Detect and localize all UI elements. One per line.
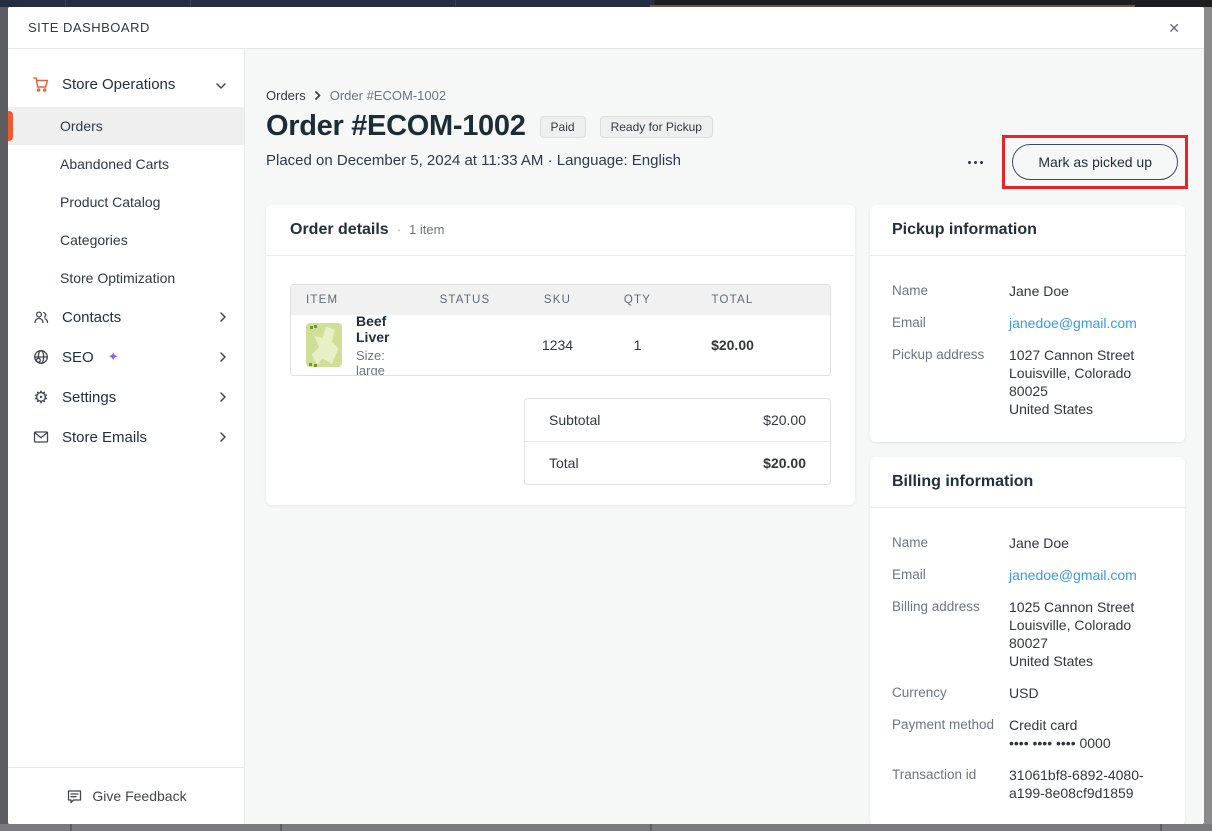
order-summary-box: Subtotal $20.00 Total $20.00 (524, 398, 831, 485)
billing-info-title: Billing information (892, 473, 1034, 490)
chevron-right-icon (220, 429, 226, 446)
info-row-currency: Currency USD (892, 685, 1039, 701)
sidebar-item-abandoned-carts[interactable]: Abandoned Carts (8, 145, 244, 183)
more-options-button[interactable] (966, 155, 985, 170)
background-right-strip (1204, 7, 1212, 831)
column-header-item: ITEM (306, 294, 339, 306)
info-row-name: Name Jane Doe (892, 535, 1069, 551)
subtotal-label: Subtotal (549, 412, 601, 428)
cell-sku: 1234 (541, 337, 574, 353)
close-icon[interactable]: ✕ (1168, 19, 1180, 36)
dashboard-modal: SITE DASHBOARD ✕ Store Operations Orders (8, 7, 1204, 824)
info-row-email: Email janedoe@gmail.com (892, 567, 1137, 583)
table-header-row: ITEM STATUS SKU QTY TOTAL (291, 285, 830, 315)
feedback-label: Give Feedback (92, 788, 187, 804)
feedback-bubble-icon (65, 787, 83, 805)
order-items-table: ITEM STATUS SKU QTY TOTAL Beef (290, 284, 831, 376)
main-content: Orders Order #ECOM-1002 Order #ECOM-1002… (245, 49, 1204, 824)
modal-title: SITE DASHBOARD (28, 20, 150, 35)
give-feedback-button[interactable]: Give Feedback (8, 767, 244, 824)
gear-icon: ⚙ (33, 387, 49, 407)
cell-total: $20.00 (711, 337, 754, 353)
order-subtitle: Placed on December 5, 2024 at 11:33 AM ·… (266, 152, 681, 169)
chevron-right-icon (220, 309, 226, 326)
total-label: Total (549, 455, 579, 471)
total-value: $20.00 (763, 455, 806, 471)
sidebar-item-label: Orders (60, 118, 103, 134)
order-details-title: Order details (290, 221, 389, 238)
sidebar-item-label: Store Optimization (60, 270, 176, 286)
background-top-strip (0, 0, 1212, 7)
email-link[interactable]: janedoe@gmail.com (1009, 315, 1137, 331)
column-header-total: TOTAL (711, 294, 754, 306)
status-badge-fulfillment: Ready for Pickup (599, 115, 713, 138)
total-row: Total $20.00 (525, 441, 830, 484)
item-count: 1 item (409, 222, 445, 237)
sidebar-item-label: Store Operations (62, 75, 176, 93)
envelope-icon (32, 428, 50, 446)
pickup-info-title: Pickup information (892, 221, 1037, 238)
sidebar-item-label: Product Catalog (60, 194, 161, 210)
page-title: Order #ECOM-1002 (266, 110, 526, 142)
subtotal-value: $20.00 (763, 412, 806, 428)
info-row-name: Name Jane Doe (892, 283, 1069, 299)
modal-header: SITE DASHBOARD ✕ (8, 7, 1204, 49)
cart-icon (32, 75, 50, 93)
sidebar-item-label: Store Emails (62, 428, 148, 446)
product-variant: Size: large (356, 347, 385, 376)
sidebar-item-label: Settings (62, 388, 117, 406)
sidebar-item-categories[interactable]: Categories (8, 221, 244, 259)
sidebar-item-settings[interactable]: ⚙ Settings (8, 377, 244, 417)
separator: · (396, 222, 402, 237)
background-left-strip (0, 7, 8, 831)
table-row: Beef Liver Size: large 1234 1 $20.00 (291, 312, 830, 376)
breadcrumb-chevron-icon (314, 88, 321, 103)
sidebar-item-orders[interactable]: Orders (8, 107, 244, 145)
sidebar-item-store-optimization[interactable]: Store Optimization (8, 259, 244, 297)
background-bottom-strip (0, 824, 1212, 831)
info-row-pickup-address: Pickup address 1027 Cannon Street Louisv… (892, 347, 1135, 417)
email-link[interactable]: janedoe@gmail.com (1009, 567, 1137, 583)
sidebar-item-store-operations[interactable]: Store Operations (8, 61, 244, 107)
product-name: Beef Liver (356, 312, 390, 345)
column-header-qty: QTY (623, 294, 652, 306)
sidebar-item-label: SEO (62, 348, 94, 366)
subtotal-row: Subtotal $20.00 (525, 399, 830, 441)
ai-sparkle-icon: ✦ (107, 349, 119, 364)
billing-information-card: Billing information Name Jane Doe Email … (870, 457, 1185, 824)
sidebar: Store Operations Orders Abandoned Carts … (8, 49, 245, 824)
info-row-transaction-id: Transaction id 31061bf8-6892-4080-a199-8… (892, 767, 1144, 801)
chevron-right-icon (220, 389, 226, 406)
order-details-card: Order details · 1 item ITEM STATUS SKU Q… (266, 205, 855, 505)
breadcrumb-orders-link[interactable]: Orders (266, 88, 306, 103)
pickup-information-card: Pickup information Name Jane Doe Email j… (870, 205, 1185, 442)
header-actions: Mark as picked up (966, 135, 1188, 189)
breadcrumb: Orders Order #ECOM-1002 (266, 88, 1185, 103)
people-icon (32, 308, 50, 326)
sidebar-item-store-emails[interactable]: Store Emails (8, 417, 244, 457)
column-header-sku: SKU (543, 294, 572, 306)
info-row-billing-address: Billing address 1025 Cannon Street Louis… (892, 599, 1135, 669)
info-row-email: Email janedoe@gmail.com (892, 315, 1137, 331)
sidebar-item-product-catalog[interactable]: Product Catalog (8, 183, 244, 221)
sidebar-item-label: Abandoned Carts (60, 156, 169, 172)
sidebar-item-label: Categories (60, 232, 128, 248)
info-row-payment-method: Payment method Credit card •••• •••• •••… (892, 717, 1111, 751)
product-thumbnail (306, 323, 342, 367)
mark-as-picked-up-button[interactable]: Mark as picked up (1012, 144, 1178, 180)
breadcrumb-current: Order #ECOM-1002 (329, 88, 447, 103)
annotation-highlight: Mark as picked up (1002, 135, 1188, 189)
status-badge-paid: Paid (539, 115, 586, 138)
chevron-down-icon (216, 76, 226, 93)
globe-icon (32, 348, 50, 366)
sidebar-item-label: Contacts (62, 308, 122, 326)
sidebar-item-seo[interactable]: SEO ✦ (8, 337, 244, 377)
sidebar-item-contacts[interactable]: Contacts (8, 297, 244, 337)
chevron-right-icon (220, 349, 226, 366)
column-header-status: STATUS (439, 294, 491, 306)
cell-qty: 1 (633, 337, 642, 353)
